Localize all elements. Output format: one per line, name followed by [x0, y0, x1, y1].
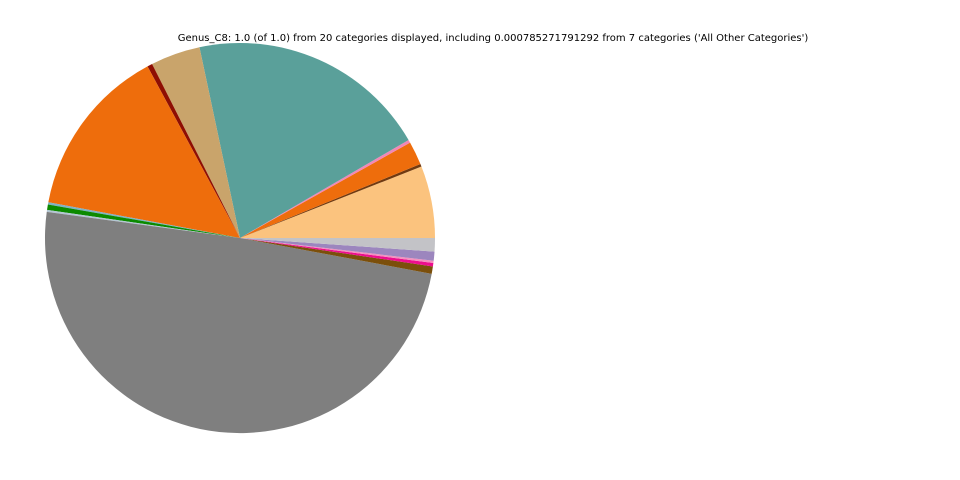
pie-slice-11 — [46, 209, 240, 238]
pie-slice-15 — [240, 238, 434, 264]
pie-slice-4 — [240, 139, 411, 238]
pie-slice-2 — [240, 164, 422, 238]
chart-title: Genus_C8: 1.0 (of 1.0) from 20 categorie… — [177, 33, 809, 44]
pie-slice-5 — [199, 42, 409, 238]
pie-slice-16 — [240, 238, 435, 261]
pie-slice-9 — [47, 202, 241, 238]
pie-slice-1 — [240, 166, 435, 238]
pie-slice-10 — [47, 204, 240, 238]
pie-slice-14 — [240, 238, 434, 267]
pie-slice-3 — [240, 142, 421, 238]
pie-slice-8 — [48, 66, 241, 238]
pie-slice-12 — [44, 211, 432, 434]
pie-slice-6 — [152, 47, 240, 239]
pie-slice-7 — [147, 63, 240, 239]
pie-slice-17 — [240, 238, 435, 252]
pie-slice-13 — [240, 238, 433, 274]
